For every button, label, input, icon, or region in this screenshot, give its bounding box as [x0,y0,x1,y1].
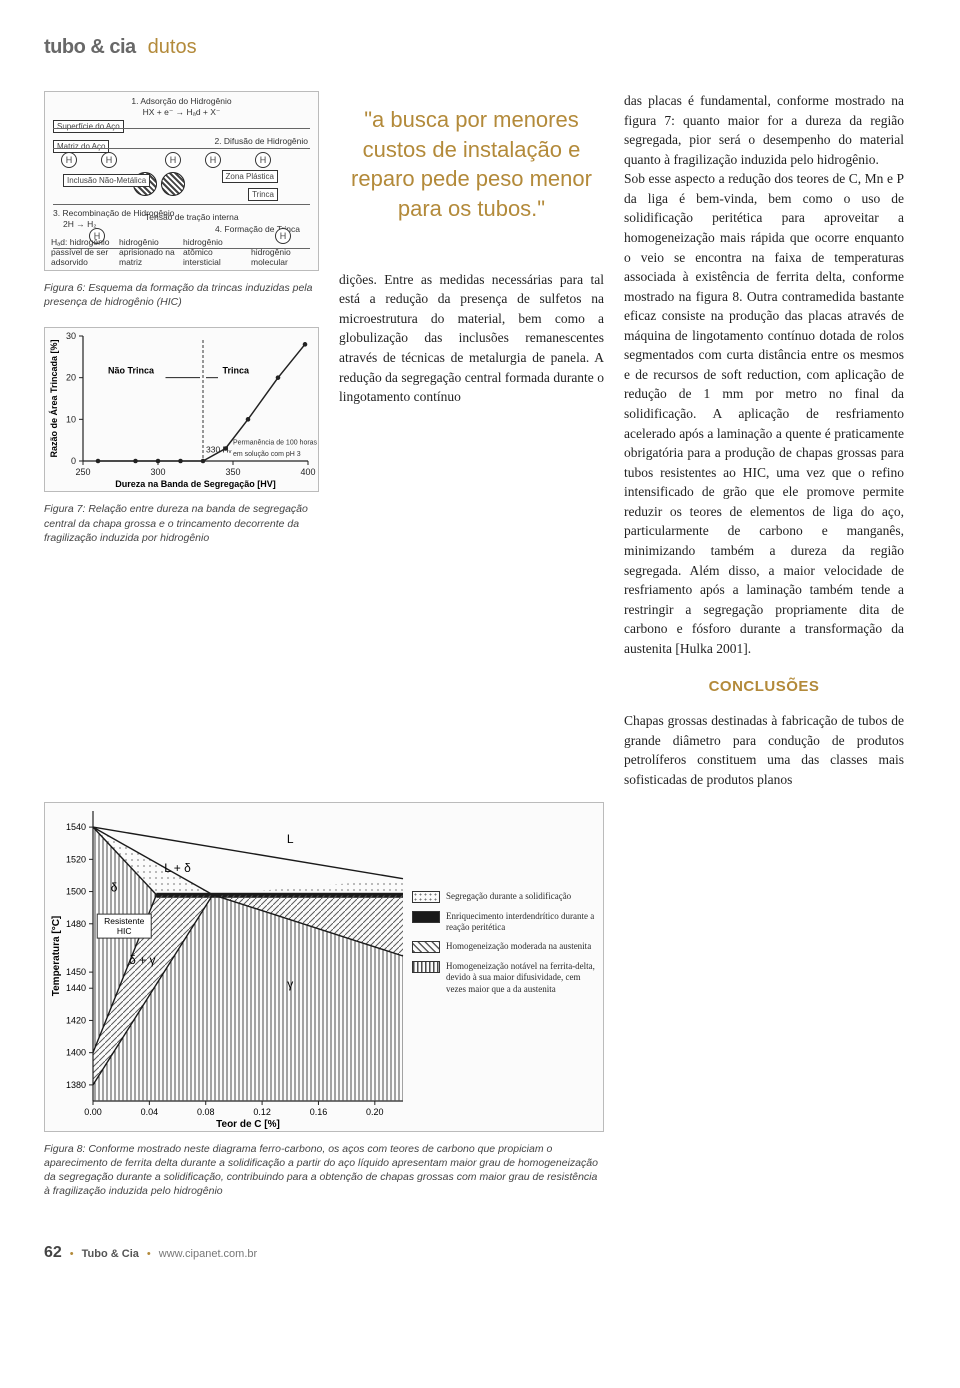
svg-text:Resistente: Resistente [104,916,144,926]
svg-text:1400: 1400 [66,1047,86,1057]
section-heading-conclusoes: CONCLUSÕES [624,678,904,695]
footer-brand: Tubo & Cia [82,1248,139,1260]
footer-url: www.cipanet.com.br [159,1248,257,1260]
fig8-legend-text: Homogeneização moderada na austenita [446,941,591,952]
svg-text:300: 300 [150,467,165,477]
svg-text:1450: 1450 [66,967,86,977]
svg-text:0.20: 0.20 [366,1107,384,1117]
svg-text:0.00: 0.00 [84,1107,102,1117]
svg-text:350: 350 [225,467,240,477]
footer-page-number: 62 [44,1244,62,1262]
svg-text:250: 250 [75,467,90,477]
fig6-tension: Tensão de tração interna [145,212,239,222]
figure-7-caption: Figura 7: Relação entre dureza na banda … [44,502,319,545]
fig6-leg-h2: hidrogênio molecular [251,247,307,267]
svg-text:Permanência de 100 horas: Permanência de 100 horas [233,440,318,447]
fig6-matrix-label: Matriz do Aço [53,140,109,153]
svg-text:Dureza na Banda de Segregação: Dureza na Banda de Segregação [HV] [115,479,276,489]
svg-text:0.12: 0.12 [253,1107,271,1117]
svg-text:30: 30 [66,331,76,341]
svg-text:Teor de C [%]: Teor de C [%] [216,1119,280,1130]
svg-text:Razão de Área Trincada [%]: Razão de Área Trincada [%] [49,340,59,458]
svg-text:L + δ: L + δ [164,861,191,875]
fig6-eq1: HX + e⁻ → Hₐd + X⁻ [143,107,221,118]
fig6-surface-label: Superfície do Aço [53,120,124,133]
svg-text:1480: 1480 [66,918,86,928]
fig8-legend-swatch [412,911,440,923]
svg-text:Temperatura [°C]: Temperatura [°C] [51,915,62,996]
figure-6: 1. Adsorção do Hidrogênio HX + e⁻ → Hₐd … [44,91,319,271]
svg-text:1520: 1520 [66,854,86,864]
svg-text:HIC: HIC [117,926,132,936]
right-body-p2: Sob esse aspecto a redução dos teores de… [624,169,904,658]
svg-text:1540: 1540 [66,822,86,832]
svg-text:δ: δ [111,880,118,894]
page-header: tubo & cia dutos [44,36,916,59]
fig8-legend-item: Homogeneização notável na ferrita-delta,… [412,961,597,995]
page-footer: 62 • Tubo & Cia • www.cipanet.com.br [44,1244,916,1262]
fig6-inclusion-label: Inclusão Não-Metálica [63,174,150,187]
svg-text:0.16: 0.16 [310,1107,328,1117]
svg-text:0.08: 0.08 [197,1107,215,1117]
main-columns: 1. Adsorção do Hidrogênio HX + e⁻ → Hₐd … [44,91,916,790]
svg-text:400: 400 [300,467,315,477]
fig8-legend-item: Segregação durante a solidificação [412,891,597,903]
svg-text:em solução com pH 3: em solução com pH 3 [233,451,301,458]
fig6-crack-label: Trinca [248,188,278,201]
pull-quote: "a busca por menores custos de instalaçã… [343,105,600,224]
fig8-legend-text: Enriquecimento interdendrítico durante a… [446,911,597,934]
header-section: dutos [148,36,197,59]
figure-8-caption: Figura 8: Conforme mostrado neste diagra… [44,1142,604,1199]
fig8-legend-swatch [412,891,440,903]
fig6-step2: 2. Difusão de Hidrogênio [214,136,308,146]
fig8-legend-item: Homogeneização moderada na austenita [412,941,597,953]
figure-8-row: 0.00 0.04 0.08 0.12 0.16 0.20 1380 1400 1420 1440… [44,802,916,1217]
svg-text:Trinca: Trinca [223,366,251,376]
fig6-eq3: 2H → H₂ [63,219,97,229]
svg-text:1380: 1380 [66,1079,86,1089]
figure-7: 2503003504000102030330 HᵥPermanência de … [44,327,319,492]
fig8-legend-text: Homogeneização notável na ferrita-delta,… [446,961,597,995]
fig6-zone-label: Zona Plástica [222,170,278,183]
footer-separator-2: • [147,1248,151,1260]
column-left: 1. Adsorção do Hidrogênio HX + e⁻ → Hₐd … [44,91,319,790]
fig6-leg-hp: hidrogênio aprisionado na matriz [119,237,175,267]
figure-8: 0.00 0.04 0.08 0.12 0.16 0.20 1380 1400 1420 1440… [44,802,604,1132]
fig6-leg-hai: hidrogênio atômico intersticial [183,237,243,267]
mid-body-paragraph: dições. Entre as medidas necessárias par… [339,270,604,407]
header-brand: tubo & cia [44,36,136,59]
svg-text:L: L [287,832,294,846]
svg-text:1420: 1420 [66,1015,86,1025]
column-middle: "a busca por menores custos de instalaçã… [339,91,604,790]
svg-text:0: 0 [71,456,76,466]
svg-text:δ + γ: δ + γ [129,953,155,967]
fig8-legend-swatch [412,941,440,953]
conclusoes-p1: Chapas grossas destinadas à fabricação d… [624,711,904,789]
figure-8-legend: Segregação durante a solidificação Enriqu… [412,891,597,1003]
fig8-legend-text: Segregação durante a solidificação [446,891,571,902]
svg-text:Não Trinca: Não Trinca [108,366,155,376]
fig6-leg-hab: Hₐd: hidrogênio passível de ser adsorvid… [51,237,111,267]
right-body-p1: das placas é fundamental, conforme mostr… [624,91,904,169]
footer-separator: • [70,1248,74,1260]
svg-text:10: 10 [66,415,76,425]
fig6-step1: 1. Adsorção do Hidrogênio [131,96,231,106]
figure-6-caption: Figura 6: Esquema da formação da trincas… [44,281,319,309]
svg-text:1440: 1440 [66,983,86,993]
fig8-legend-swatch [412,961,440,973]
column-right: das placas é fundamental, conforme mostr… [624,91,904,790]
svg-text:0.04: 0.04 [141,1107,159,1117]
svg-text:γ: γ [287,977,293,991]
svg-text:1500: 1500 [66,886,86,896]
fig8-legend-item: Enriquecimento interdendrítico durante a… [412,911,597,934]
svg-text:20: 20 [66,373,76,383]
